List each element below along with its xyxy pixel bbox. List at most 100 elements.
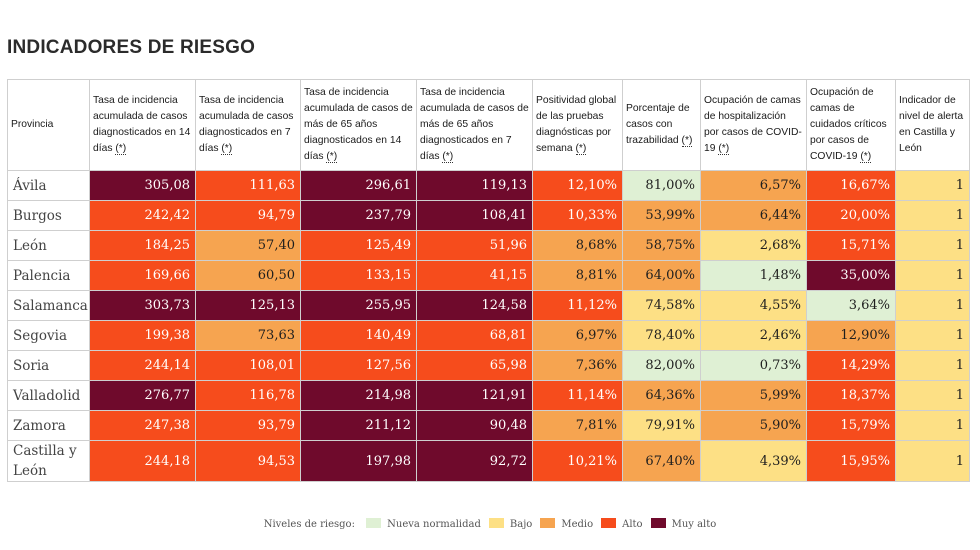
indicator-cell: 4,39% xyxy=(700,440,807,482)
indicator-cell: 1 xyxy=(895,320,970,351)
indicator-cell: 124,58 xyxy=(416,290,533,321)
indicator-cell: 8,81% xyxy=(532,260,623,291)
indicator-cell: 108,01 xyxy=(195,350,301,381)
indicator-cell: 184,25 xyxy=(89,230,196,261)
risk-indicators-table: Provincia Tasa de incidencia acumulada de… xyxy=(7,79,970,482)
indicator-cell: 35,00% xyxy=(806,260,896,291)
indicator-cell: 133,15 xyxy=(300,260,417,291)
indicator-cell: 94,79 xyxy=(195,200,301,231)
indicator-cell: 51,96 xyxy=(416,230,533,261)
legend-item-label: Nueva normalidad xyxy=(387,519,481,530)
province-name: Valladolid xyxy=(7,380,90,411)
table-row: Valladolid 276,77 116,78 214,98 121,91 11,14%… xyxy=(7,380,970,411)
footnote-link[interactable]: (*) xyxy=(718,143,730,155)
column-header-text: Porcentaje de casos con trazabilidad xyxy=(626,103,690,146)
table-row: Palencia 169,66 60,50 133,15 41,15 8,81% 64,00… xyxy=(7,260,970,291)
indicator-cell: 4,55% xyxy=(700,290,807,321)
legend-item-label: Alto xyxy=(622,519,643,530)
indicator-cell: 53,99% xyxy=(622,200,701,231)
indicator-cell: 94,53 xyxy=(195,440,301,482)
column-header-text: Ocupación de camas de hospitalización po… xyxy=(704,95,802,154)
indicator-cell: 79,91% xyxy=(622,410,701,441)
column-header: Ocupación de camas de cuidados críticos … xyxy=(806,79,896,171)
indicator-cell: 16,67% xyxy=(806,170,896,201)
legend-swatch xyxy=(650,518,666,528)
indicator-cell: 127,56 xyxy=(300,350,417,381)
column-header: Tasa de incidencia acumulada de casos di… xyxy=(89,79,196,171)
indicator-cell: 15,71% xyxy=(806,230,896,261)
column-header: Tasa de incidencia acumulada de casos de… xyxy=(416,79,533,171)
indicator-cell: 169,66 xyxy=(89,260,196,291)
indicator-cell: 15,79% xyxy=(806,410,896,441)
legend-label: Niveles de riesgo: xyxy=(263,519,355,530)
footnote-link[interactable]: (*) xyxy=(575,143,587,155)
province-name: Castilla y León xyxy=(7,440,90,482)
indicator-cell: 73,63 xyxy=(195,320,301,351)
indicator-cell: 58,75% xyxy=(622,230,701,261)
table-row: Segovia 199,38 73,63 140,49 68,81 6,97% 78,40%… xyxy=(7,320,970,351)
column-header: Positividad global de las pruebas diagnó… xyxy=(532,79,623,171)
table-row: Castilla y León 244,18 94,53 197,98 92,72 10,… xyxy=(7,440,970,482)
indicator-cell: 82,00% xyxy=(622,350,701,381)
indicator-cell: 57,40 xyxy=(195,230,301,261)
column-header-text: Tasa de incidencia acumulada de casos de… xyxy=(420,87,529,162)
indicator-cell: 12,90% xyxy=(806,320,896,351)
indicator-cell: 244,18 xyxy=(89,440,196,482)
indicator-cell: 255,95 xyxy=(300,290,417,321)
footnote-link[interactable]: (*) xyxy=(681,135,693,147)
indicator-cell: 93,79 xyxy=(195,410,301,441)
indicator-cell: 1 xyxy=(895,170,970,201)
indicator-cell: 1 xyxy=(895,410,970,441)
column-header: Ocupación de camas de hospitalización po… xyxy=(700,79,807,171)
footnote-link[interactable]: (*) xyxy=(860,151,872,163)
indicator-cell: 197,98 xyxy=(300,440,417,482)
column-header-text: Tasa de incidencia acumulada de casos di… xyxy=(93,95,191,154)
indicator-cell: 211,12 xyxy=(300,410,417,441)
footnote-link[interactable]: (*) xyxy=(115,143,127,155)
legend-swatch xyxy=(540,518,556,528)
legend-item-label: Muy alto xyxy=(671,519,717,530)
indicator-cell: 8,68% xyxy=(532,230,623,261)
indicator-cell: 242,42 xyxy=(89,200,196,231)
indicator-cell: 1 xyxy=(895,380,970,411)
indicator-cell: 90,48 xyxy=(416,410,533,441)
indicator-cell: 3,64% xyxy=(806,290,896,321)
legend-swatch xyxy=(488,518,504,528)
footnote-link[interactable]: (*) xyxy=(326,151,338,163)
province-name: Palencia xyxy=(7,260,90,291)
legend-item: Bajo xyxy=(488,518,533,530)
indicator-cell: 6,44% xyxy=(700,200,807,231)
indicator-cell: 5,90% xyxy=(700,410,807,441)
column-header: Indicador de nivel de alerta en Castilla… xyxy=(895,79,970,171)
indicator-cell: 65,98 xyxy=(416,350,533,381)
indicator-cell: 18,37% xyxy=(806,380,896,411)
column-header: Porcentaje de casos con trazabilidad (*) xyxy=(622,79,701,171)
legend-item-label: Bajo xyxy=(509,519,533,530)
indicator-cell: 305,08 xyxy=(89,170,196,201)
page-title: INDICADORES DE RIESGO xyxy=(7,37,256,58)
province-name: Salamanca xyxy=(7,290,90,321)
indicator-cell: 64,36% xyxy=(622,380,701,411)
indicator-cell: 125,49 xyxy=(300,230,417,261)
table-row: Soria 244,14 108,01 127,56 65,98 7,36% 82,00% 0… xyxy=(7,350,970,381)
indicator-cell: 41,15 xyxy=(416,260,533,291)
indicator-cell: 1 xyxy=(895,200,970,231)
indicator-cell: 6,57% xyxy=(700,170,807,201)
indicator-cell: 121,91 xyxy=(416,380,533,411)
footnote-link[interactable]: (*) xyxy=(221,143,233,155)
table-header-row: Provincia Tasa de incidencia acumulada de… xyxy=(7,79,970,171)
column-header-text: Tasa de incidencia acumulada de casos di… xyxy=(199,95,294,154)
indicator-cell: 5,99% xyxy=(700,380,807,411)
legend-item: Alto xyxy=(601,518,643,530)
column-header: Provincia xyxy=(7,79,90,171)
indicator-cell: 125,13 xyxy=(195,290,301,321)
column-header-text: Tasa de incidencia acumulada de casos de… xyxy=(304,87,413,162)
indicator-cell: 2,68% xyxy=(700,230,807,261)
risk-legend: Niveles de riesgo: Nueva normalidad Bajo M… xyxy=(0,518,980,530)
indicator-cell: 2,46% xyxy=(700,320,807,351)
column-header-text: Ocupación de camas de cuidados críticos … xyxy=(810,87,887,162)
footnote-link[interactable]: (*) xyxy=(442,151,454,163)
legend-item-label: Medio xyxy=(561,519,594,530)
indicator-cell: 214,98 xyxy=(300,380,417,411)
column-header-text: Indicador de nivel de alerta en Castilla… xyxy=(899,95,964,154)
